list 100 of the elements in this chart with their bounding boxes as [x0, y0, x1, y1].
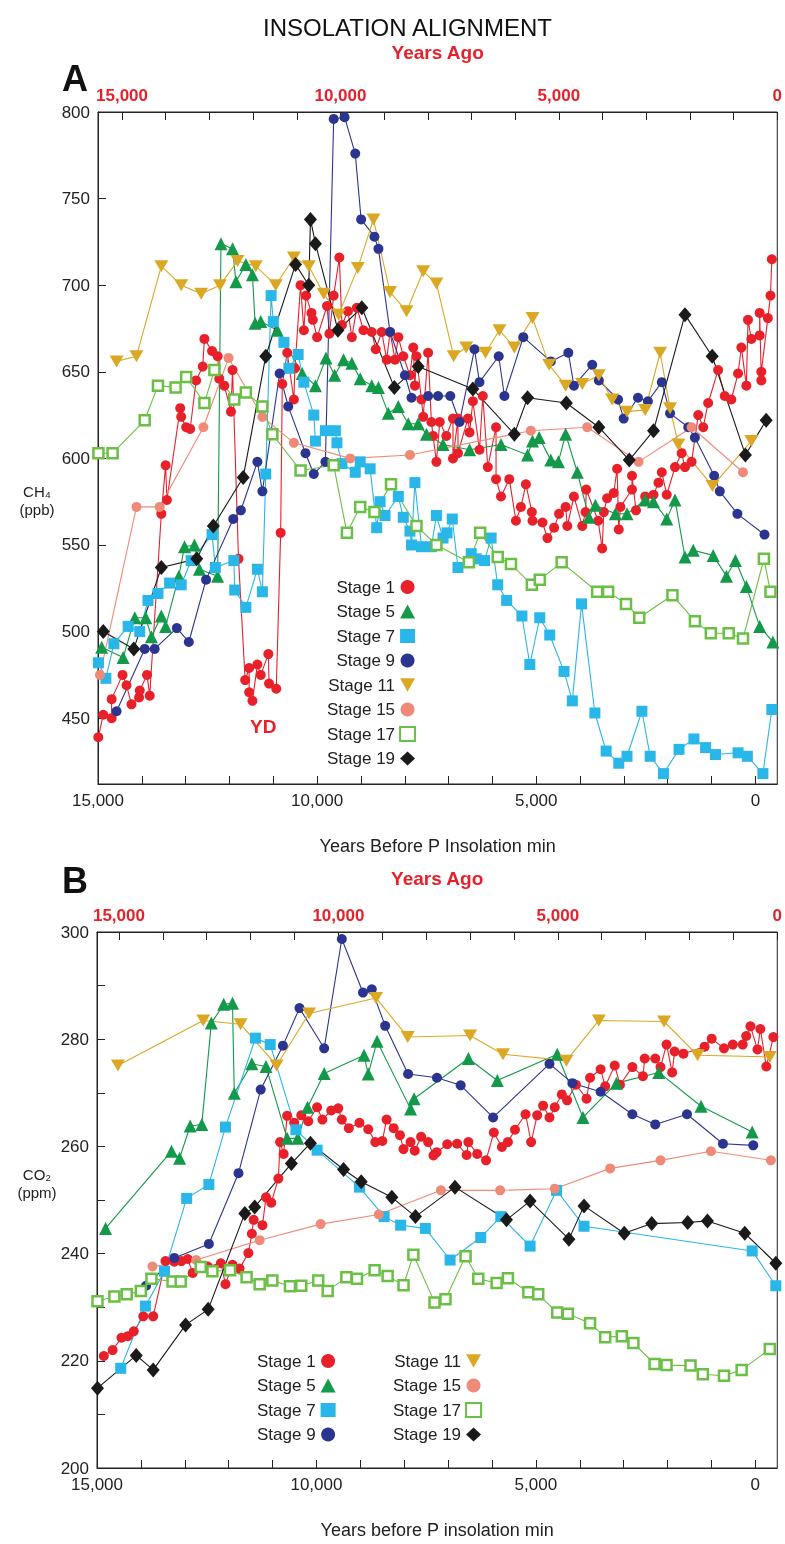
- point: [280, 1131, 294, 1145]
- point: [696, 1367, 710, 1381]
- x-tick-label: 10,000: [290, 1475, 343, 1494]
- point: [196, 1014, 211, 1027]
- x2-tick-label: 15,000: [92, 906, 145, 925]
- point: [722, 627, 735, 640]
- point: [227, 1086, 241, 1100]
- point: [416, 265, 431, 278]
- point: [404, 449, 415, 460]
- point: [419, 427, 433, 441]
- point: [302, 1007, 317, 1020]
- y-tick-label: 280: [60, 1029, 89, 1049]
- point: [550, 1047, 564, 1061]
- point: [181, 1192, 193, 1204]
- point: [591, 1014, 606, 1027]
- legend-label: Stage 5: [336, 602, 396, 621]
- point: [618, 413, 629, 424]
- point: [653, 346, 668, 359]
- point: [650, 1119, 661, 1130]
- point: [570, 465, 584, 479]
- point: [444, 1254, 456, 1266]
- point: [236, 469, 250, 485]
- point: [350, 261, 365, 274]
- point: [559, 1054, 574, 1067]
- point: [255, 1084, 266, 1095]
- point: [762, 1050, 777, 1063]
- x-tick-label: 0: [750, 791, 761, 810]
- x2-tick-label: 5,000: [536, 906, 580, 925]
- point: [368, 505, 381, 519]
- point: [154, 501, 165, 512]
- legend-label: Stage 9: [256, 1425, 316, 1444]
- legend-label: Stage 15: [327, 700, 396, 719]
- point: [499, 391, 510, 402]
- point: [615, 1329, 629, 1343]
- point: [400, 1031, 415, 1044]
- point: [656, 377, 667, 388]
- point: [559, 395, 573, 411]
- point: [493, 351, 504, 362]
- y-tick-label: 200: [60, 1458, 89, 1478]
- point: [283, 1280, 297, 1293]
- point: [605, 1163, 616, 1174]
- point: [336, 933, 347, 944]
- point: [735, 1363, 748, 1377]
- point: [759, 412, 773, 428]
- point: [474, 377, 485, 388]
- point: [632, 392, 643, 403]
- point: [633, 456, 644, 467]
- point: [353, 372, 367, 386]
- point: [303, 211, 317, 227]
- point: [257, 486, 268, 497]
- point: [259, 348, 273, 364]
- point: [345, 356, 359, 370]
- x2-tick-label: 10,000: [314, 86, 367, 105]
- point: [277, 1040, 288, 1051]
- point: [744, 435, 759, 448]
- point: [198, 422, 209, 433]
- point: [462, 556, 476, 569]
- x2-tick-label: 5,000: [537, 86, 581, 105]
- point: [765, 1155, 776, 1166]
- point: [645, 1216, 659, 1232]
- point: [257, 411, 268, 422]
- point: [369, 991, 383, 1004]
- point: [770, 1280, 782, 1292]
- point: [455, 1080, 466, 1091]
- point: [490, 1276, 503, 1290]
- point: [446, 350, 461, 363]
- point: [169, 381, 182, 394]
- point: [149, 643, 160, 654]
- point: [411, 359, 425, 375]
- point: [228, 514, 239, 525]
- point: [328, 368, 342, 382]
- point: [739, 580, 753, 594]
- point: [187, 538, 201, 552]
- x2-tick-label: 10,000: [312, 906, 365, 925]
- point: [620, 507, 634, 521]
- point: [391, 399, 405, 413]
- point: [139, 643, 150, 654]
- point: [248, 1199, 262, 1215]
- point: [357, 987, 368, 998]
- point: [214, 237, 228, 251]
- legend-label: Stage 19: [393, 1425, 462, 1444]
- point: [233, 1168, 244, 1179]
- point: [357, 1048, 371, 1062]
- point: [591, 369, 606, 382]
- point: [397, 1278, 410, 1292]
- point: [745, 1125, 759, 1139]
- point: [717, 1138, 728, 1149]
- point: [383, 286, 398, 299]
- point: [206, 1265, 219, 1278]
- point: [316, 287, 331, 300]
- point: [96, 624, 110, 640]
- point: [288, 437, 299, 448]
- point: [423, 391, 434, 402]
- x-tick-label: 10,000: [291, 791, 344, 810]
- y-tick-label: 750: [61, 189, 90, 209]
- point: [682, 1109, 692, 1120]
- point: [428, 1296, 441, 1309]
- point: [499, 1212, 513, 1228]
- point: [562, 1231, 576, 1247]
- y-tick-label: 600: [61, 448, 90, 468]
